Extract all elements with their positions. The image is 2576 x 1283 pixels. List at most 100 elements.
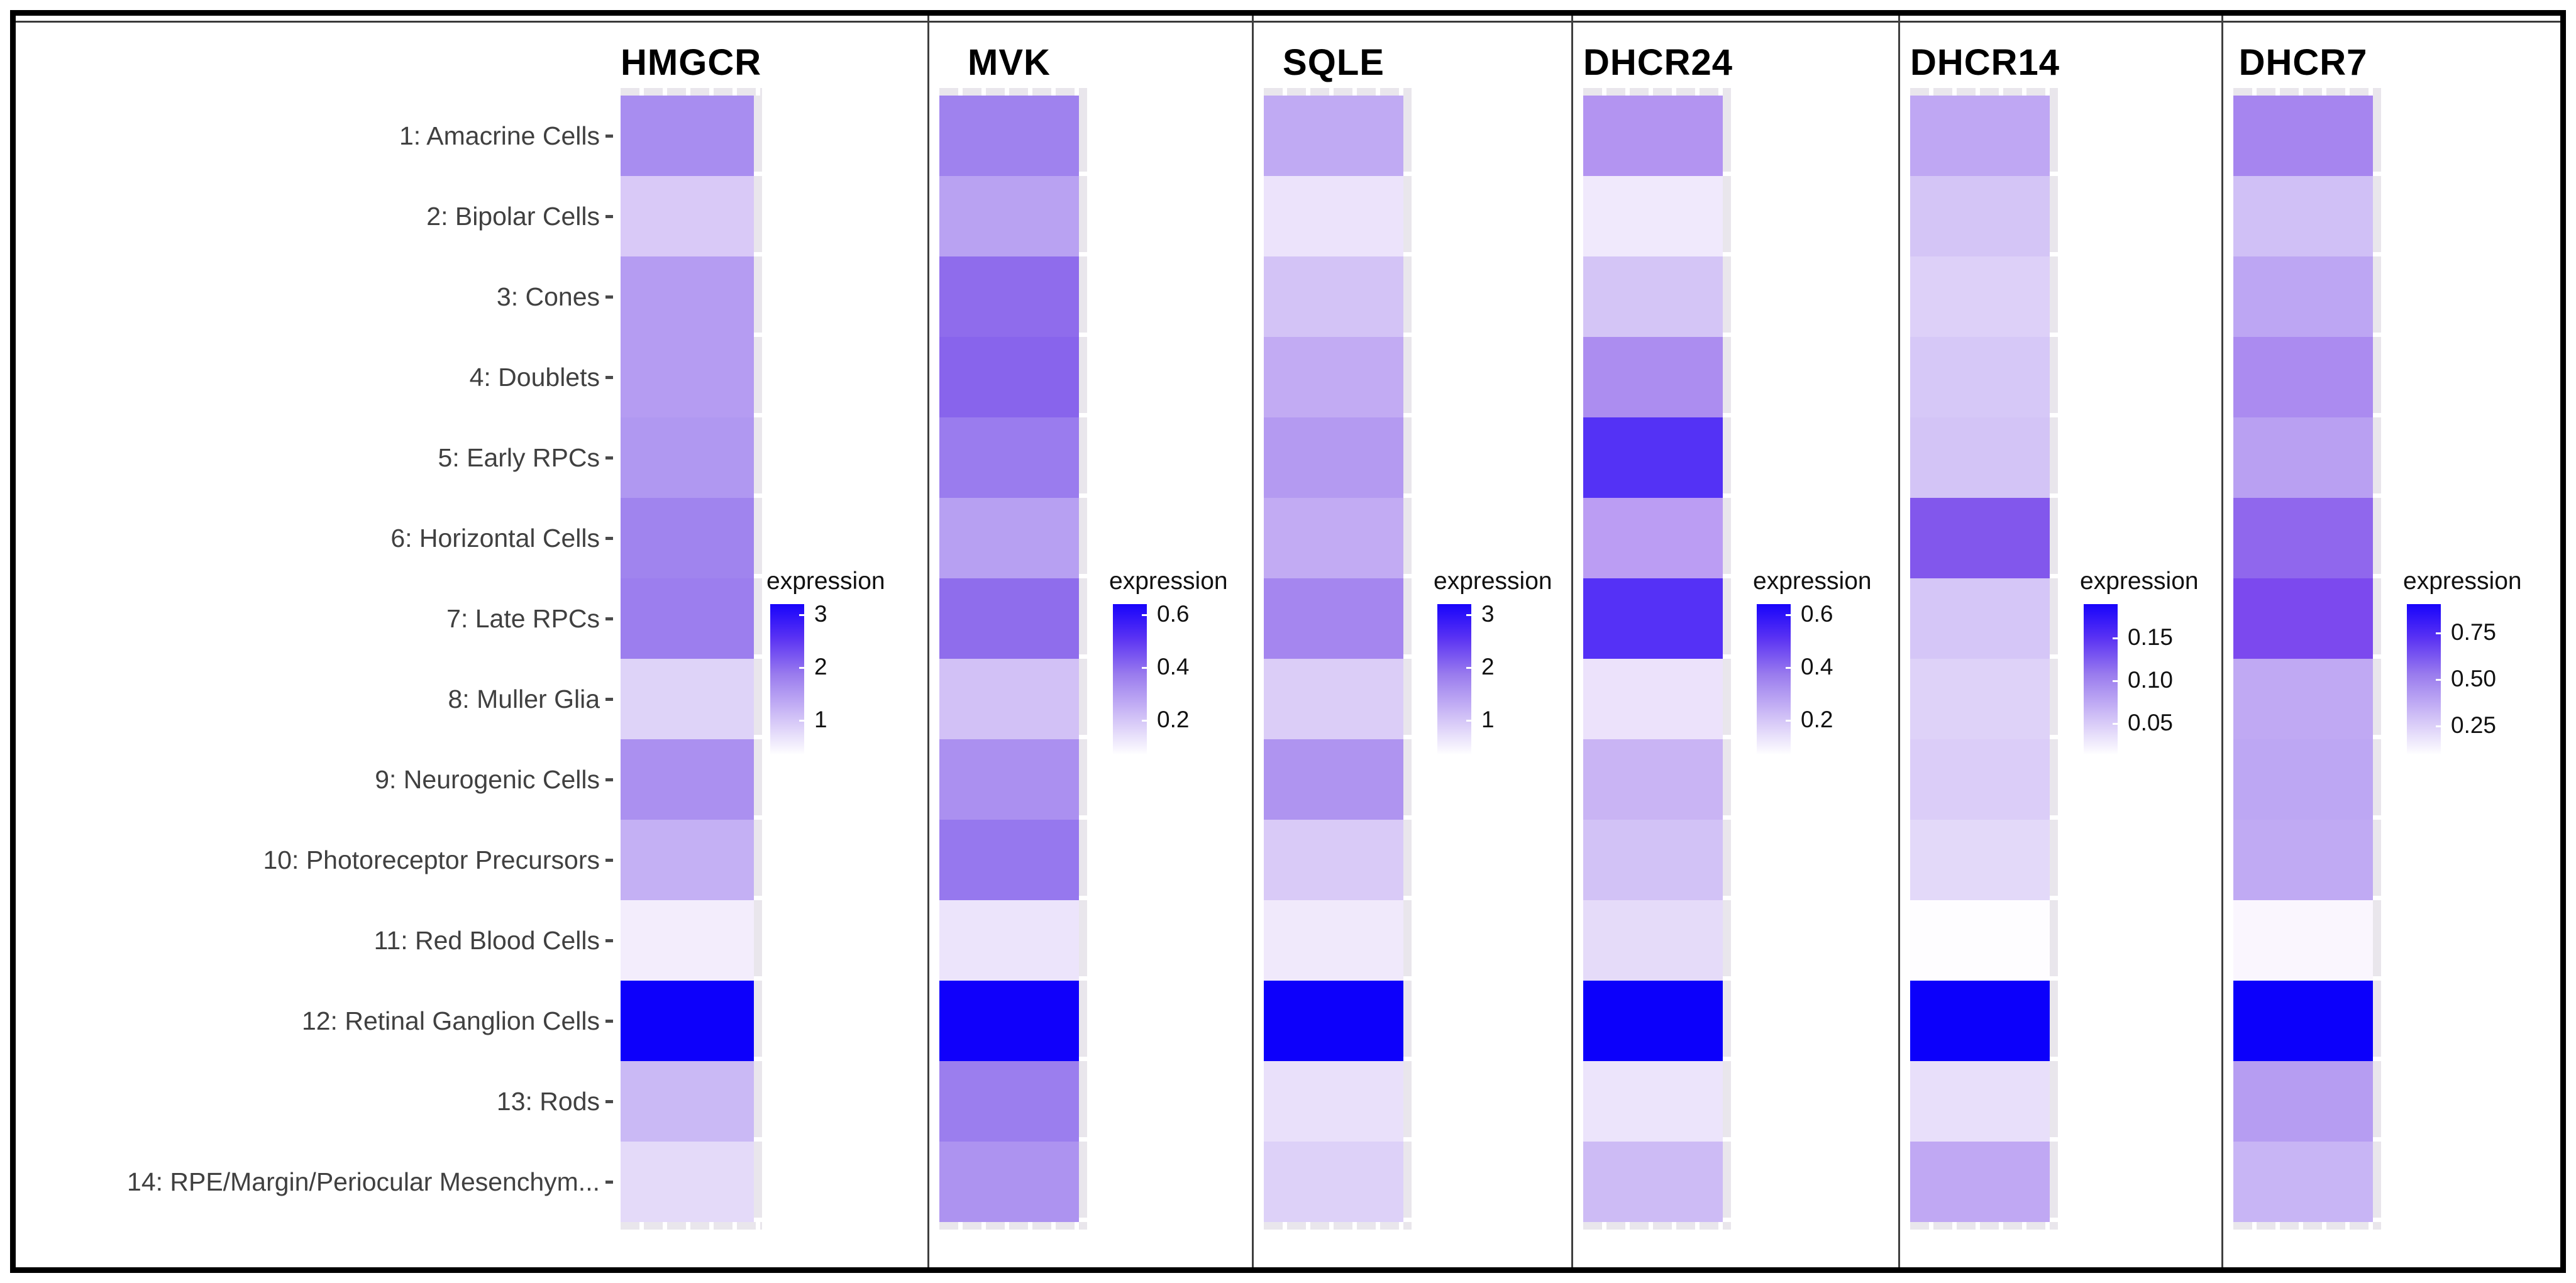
heatmap-cell [621,820,754,900]
axis-tick-strip-bottom [939,1222,1087,1230]
heatmap-cell [939,820,1079,900]
y-axis-tick-icon [605,456,613,460]
row-labels: 1: Amacrine Cells 2: Bipolar Cells 3: Cone… [16,96,613,1222]
heatmap-cell [1583,337,1723,417]
heatmap-cell [1910,96,2050,176]
row-label-text: 4: Doublets [469,362,600,392]
row-label: 6: Horizontal Cells [16,498,613,578]
heatmap-cell [2233,1061,2373,1142]
gene-title: MVK [968,42,1051,83]
heatmap-cell [2233,498,2373,578]
axis-tick-strip-right [2373,96,2381,1222]
heatmap-cell [939,900,1079,981]
heatmap-cell [621,659,754,739]
gene-title: DHCR7 [2238,42,2368,83]
heatmap-cell [2233,981,2373,1061]
row-label-text: 8: Muller Glia [448,684,600,713]
heatmap-cell [621,498,754,578]
heatmap-cell [1583,578,1723,659]
heatmap-cells [1583,96,1723,1222]
heatmap-cell [621,176,754,256]
heatmap-cell [939,739,1079,820]
row-label-text: 5: Early RPCs [438,443,600,472]
heatmap-cell [1910,820,2050,900]
row-label: 4: Doublets [16,337,613,417]
heatmap-cell [1264,337,1403,417]
row-label: 12: Retinal Ganglion Cells [16,981,613,1061]
gene-panel-SQLE: SQLE expression 3 2 1 [1252,16,1571,1267]
heatmap-cell [1910,1061,2050,1142]
row-label-text: 9: Neurogenic Cells [375,764,600,794]
axis-tick-strip-top [1583,88,1731,96]
row-label-text: 2: Bipolar Cells [426,201,600,231]
legend-tick-label: 0.10 [2112,667,2174,693]
heatmap-cell [621,578,754,659]
heatmap-cell [1264,981,1403,1061]
heatmap-cell [2233,578,2373,659]
heatmap-cell [1910,981,2050,1061]
heatmap-cell [939,659,1079,739]
heatmap-cell [1583,1061,1723,1142]
y-axis-tick-icon [605,858,613,862]
heatmap-cells [939,96,1079,1222]
heatmap-cell [1264,96,1403,176]
y-axis-tick-icon [605,697,613,701]
heatmap-cell [1583,1142,1723,1222]
heatmap-cell [1583,96,1723,176]
heatmap-cell [1583,900,1723,981]
heatmap-cell [2233,659,2373,739]
gene-panel-DHCR14: DHCR14 expression 0.15 0.10 0.05 [1898,16,2221,1267]
heatmap-cell [1910,900,2050,981]
legend-title: expression [2080,568,2199,595]
y-axis-tick-icon [605,214,613,218]
row-label-text: 1: Amacrine Cells [399,121,600,150]
legend-title: expression [766,568,885,595]
row-label-text: 11: Red Blood Cells [373,925,600,955]
heatmap-cell [1910,256,2050,337]
heatmap-column [1910,88,2058,1230]
heatmap-cell [1583,659,1723,739]
heatmap-cell [621,1061,754,1142]
heatmap-cell [1583,498,1723,578]
heatmap-cell [939,417,1079,498]
heatmap-cell [939,176,1079,256]
row-label: 5: Early RPCs [16,417,613,498]
heatmap-cell [2233,1142,2373,1222]
y-axis-tick-icon [605,375,613,379]
gene-title: HMGCR [621,42,762,83]
heatmap-cell [1583,820,1723,900]
heatmap-cell [621,256,754,337]
heatmap-cell [1264,578,1403,659]
heatmap-cell [1910,1142,2050,1222]
legend-tick-label: 0.25 [2435,712,2497,738]
heatmap-cell [621,981,754,1061]
row-label-text: 3: Cones [496,282,600,311]
legend-tick-label: 1 [799,706,827,732]
heatmap-cell [939,498,1079,578]
row-label: 10: Photoreceptor Precursors [16,820,613,900]
axis-tick-strip-top [939,88,1087,96]
heatmap-cell [621,900,754,981]
legend-title: expression [1109,568,1228,595]
legend-tick-label: 0.50 [2435,665,2497,691]
heatmap-cell [621,417,754,498]
legend-tick-label: 0.4 [1141,654,1190,680]
legend-tick-label: 0.6 [1141,601,1190,627]
expression-legend: expression 0.75 0.50 0.25 [2403,568,2551,761]
heatmap-cell [1264,820,1403,900]
figure-panels: HMGCR 1: Amacrine Cells 2: Bipolar Cells 3:… [16,16,2560,1267]
y-axis-tick-icon [605,617,613,620]
legend-tick-label: 0.75 [2435,619,2497,645]
heatmap-cell [1264,498,1403,578]
y-axis-tick-icon [605,1019,613,1023]
legend-title: expression [2403,568,2522,595]
row-label-text: 13: Rods [496,1086,600,1116]
heatmap-cell [1264,739,1403,820]
heatmap-column [621,88,762,1230]
heatmap-column [939,88,1087,1230]
axis-tick-strip-bottom [1264,1222,1412,1230]
heatmap-cells [1910,96,2050,1222]
legend-tick-label: 3 [1466,601,1495,627]
axis-tick-strip-right [1079,96,1087,1222]
